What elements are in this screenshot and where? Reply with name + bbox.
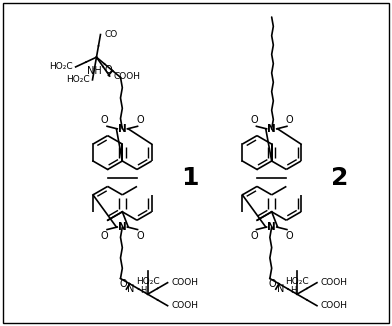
Text: COOH: COOH	[172, 278, 199, 287]
Text: HO₂C: HO₂C	[136, 277, 160, 286]
Text: O: O	[250, 114, 258, 125]
Text: COOH: COOH	[172, 301, 199, 310]
Text: O: O	[136, 231, 144, 241]
Text: COOH: COOH	[321, 278, 348, 287]
Text: H: H	[290, 286, 296, 295]
Text: 2: 2	[331, 166, 348, 190]
Text: O: O	[286, 114, 293, 125]
Text: COOH: COOH	[114, 71, 141, 81]
Text: O: O	[105, 66, 112, 76]
Text: HO₂C: HO₂C	[285, 277, 309, 286]
Text: N: N	[267, 222, 276, 232]
Text: O: O	[269, 279, 277, 289]
Text: HO₂C: HO₂C	[66, 75, 89, 84]
Text: O: O	[101, 231, 108, 241]
Text: N: N	[127, 284, 134, 294]
Text: O: O	[101, 114, 108, 125]
Text: N: N	[118, 222, 127, 232]
Text: HO₂C: HO₂C	[49, 62, 73, 71]
Text: N: N	[267, 124, 276, 134]
Text: O: O	[250, 231, 258, 241]
Text: CO: CO	[104, 30, 118, 39]
Text: 1: 1	[181, 166, 199, 190]
Text: N: N	[277, 284, 284, 294]
Text: O: O	[120, 279, 127, 289]
Text: NH: NH	[87, 66, 102, 76]
Text: COOH: COOH	[321, 301, 348, 310]
Text: N: N	[118, 124, 127, 134]
Text: O: O	[136, 114, 144, 125]
Text: H: H	[141, 286, 147, 295]
Text: O: O	[286, 231, 293, 241]
